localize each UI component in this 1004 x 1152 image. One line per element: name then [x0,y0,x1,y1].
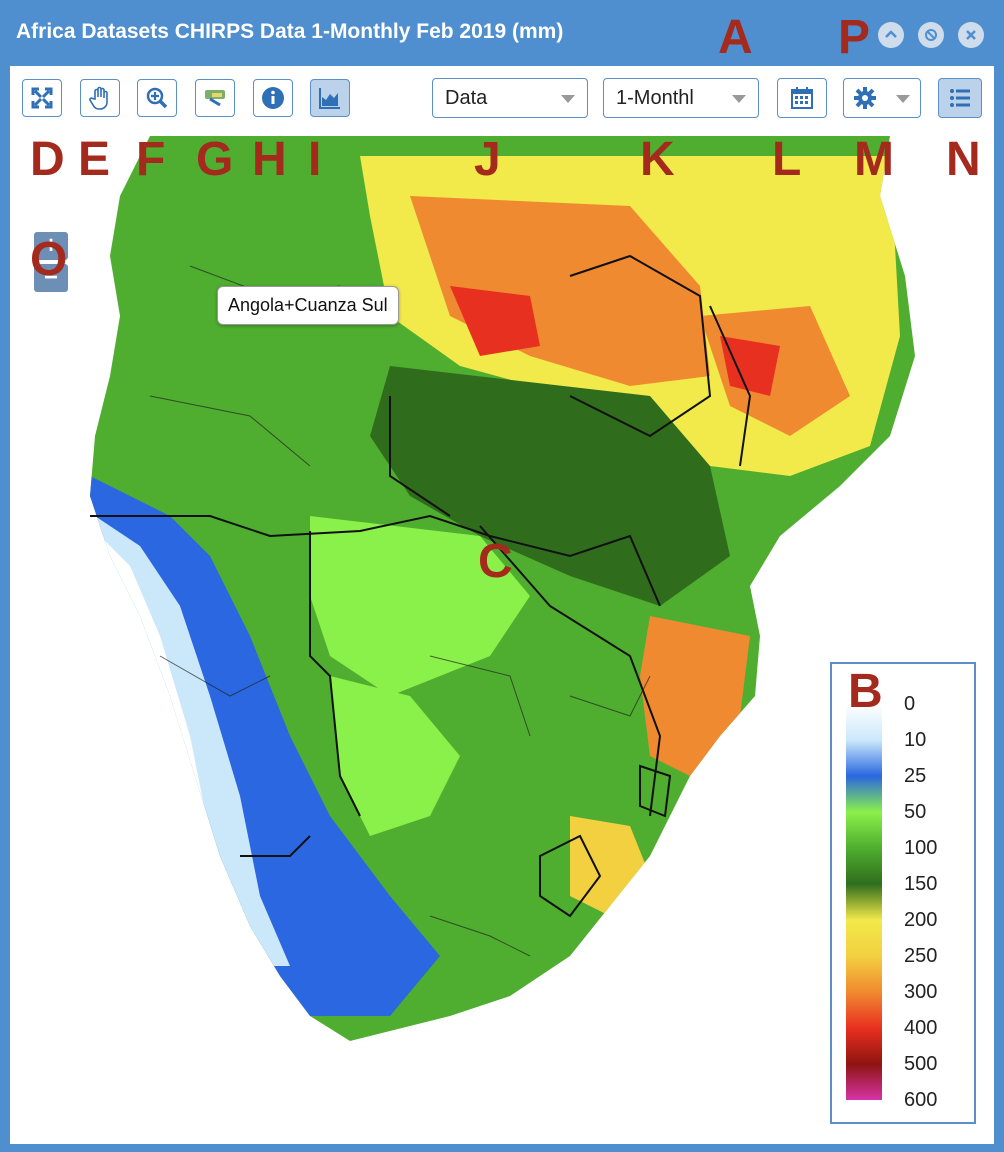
legend-label: 500 [904,1053,938,1075]
zoom-in-icon [146,87,168,109]
callout-h: H [252,133,287,186]
legend-label: 250 [904,945,938,967]
block-icon [925,29,937,41]
window-title: Africa Datasets CHIRPS Data 1-Monthly Fe… [16,20,564,43]
chart-button[interactable] [310,79,350,117]
callout-b: B [848,665,883,718]
chevron-down-icon [561,95,575,103]
legend-label: 300 [904,981,938,1003]
chevron-down-icon [732,95,746,103]
legend-label: 600 [904,1089,938,1111]
callout-i: I [308,133,322,186]
zoom-out-map-button[interactable]: − [34,264,68,292]
legend-swatch [846,956,882,992]
legend-swatch [846,776,882,812]
legend-label: 50 [904,801,927,823]
legend-label: 10 [904,729,927,751]
window-content: Data 1-Monthl [10,66,994,1144]
region-tooltip: Angola+Cuanza Sul [217,286,399,325]
legend-label: 100 [904,837,938,859]
legend-toggle-button[interactable] [938,78,982,118]
legend-label: 0 [904,693,916,715]
map-canvas[interactable]: + − Angola+Cuanza Sul [10,136,994,1144]
info-icon [262,87,284,109]
data-select-value: Data [445,86,488,109]
zoom-in-button[interactable] [137,79,177,117]
callout-n: N [946,133,981,186]
legend-swatch [846,884,882,920]
legend-swatch [846,848,882,884]
callout-l: L [772,133,802,186]
legend-swatch [846,920,882,956]
chart-icon [319,88,340,109]
minimize-button[interactable] [918,22,944,48]
legend-label: 25 [904,765,927,787]
chevron-down-icon [896,95,910,103]
legend-swatch [846,1064,882,1100]
toolbar: Data 1-Monthl [10,66,994,136]
collapse-button[interactable] [878,22,904,48]
callout-a: A [718,11,753,64]
full-extent-icon [31,87,53,109]
calendar-button[interactable] [777,78,827,118]
full-extent-button[interactable] [22,79,62,117]
callout-f: F [136,133,166,186]
legend-label: 150 [904,873,938,895]
zoom-in-map-button[interactable]: + [34,232,68,260]
settings-dropdown[interactable] [843,78,921,118]
info-button[interactable] [253,79,293,117]
callout-g: G [196,133,234,186]
identify-region-icon [205,90,225,107]
legend-swatch [846,812,882,848]
callout-d: D [30,133,65,186]
legend-swatch [846,1028,882,1064]
legend-label: 400 [904,1017,938,1039]
callout-c: C [478,535,513,588]
callout-k: K [640,133,675,186]
callout-o: O [30,233,68,286]
legend-swatch [846,686,882,704]
legend-swatch [846,740,882,776]
callout-e: E [78,133,111,186]
identify-region-button[interactable] [195,79,235,117]
title-bar[interactable]: Africa Datasets CHIRPS Data 1-Monthly Fe… [0,0,1004,66]
close-button[interactable] [958,22,984,48]
gear-icon [854,87,876,109]
chevron-up-icon [885,30,897,38]
legend-color-bar [846,686,882,1100]
interval-select-value: 1-Monthl [616,86,694,109]
pan-hand-icon [89,86,108,110]
legend-panel: 0 10 25 50 100 150 200 250 300 400 500 6… [830,662,976,1124]
interval-select[interactable]: 1-Monthl [603,78,759,118]
callout-p: P [838,11,871,64]
data-select[interactable]: Data [432,78,588,118]
callout-j: J [474,133,501,186]
close-icon [966,30,976,40]
legend-labels: 0 10 25 50 100 150 200 250 300 400 500 6… [904,686,937,1118]
legend-label: 200 [904,909,938,931]
pan-button[interactable] [80,79,120,117]
rainfall-map [90,136,915,1041]
legend-swatch [846,992,882,1028]
callout-m: M [854,133,894,186]
legend-swatch [846,704,882,740]
calendar-icon [791,87,813,109]
list-icon [950,89,970,107]
